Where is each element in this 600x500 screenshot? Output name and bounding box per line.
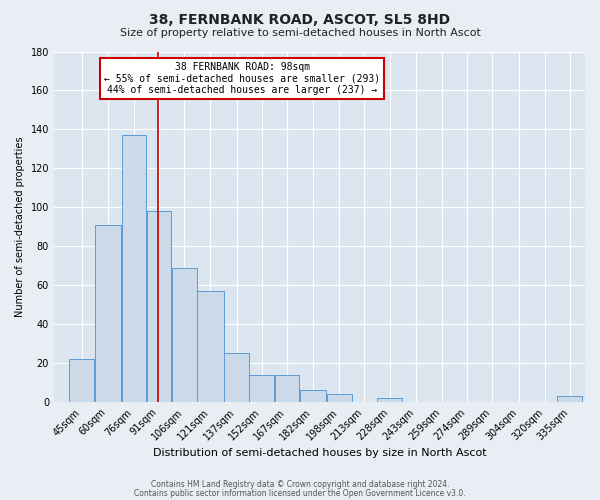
Bar [327,394,352,402]
Text: Contains HM Land Registry data © Crown copyright and database right 2024.: Contains HM Land Registry data © Crown c… [151,480,449,489]
Bar [122,136,146,402]
Bar [95,225,121,402]
Bar [300,390,326,402]
X-axis label: Distribution of semi-detached houses by size in North Ascot: Distribution of semi-detached houses by … [152,448,486,458]
Bar [147,211,172,402]
Text: 38 FERNBANK ROAD: 98sqm
← 55% of semi-detached houses are smaller (293)
44% of s: 38 FERNBANK ROAD: 98sqm ← 55% of semi-de… [104,62,380,95]
Bar [224,354,249,402]
Bar [250,375,274,402]
Bar [197,291,224,402]
Bar [377,398,402,402]
Bar [172,268,197,402]
Text: Contains public sector information licensed under the Open Government Licence v3: Contains public sector information licen… [134,488,466,498]
Bar [557,396,582,402]
Text: Size of property relative to semi-detached houses in North Ascot: Size of property relative to semi-detach… [119,28,481,38]
Bar [275,375,299,402]
Y-axis label: Number of semi-detached properties: Number of semi-detached properties [15,136,25,317]
Bar [70,360,94,402]
Text: 38, FERNBANK ROAD, ASCOT, SL5 8HD: 38, FERNBANK ROAD, ASCOT, SL5 8HD [149,12,451,26]
